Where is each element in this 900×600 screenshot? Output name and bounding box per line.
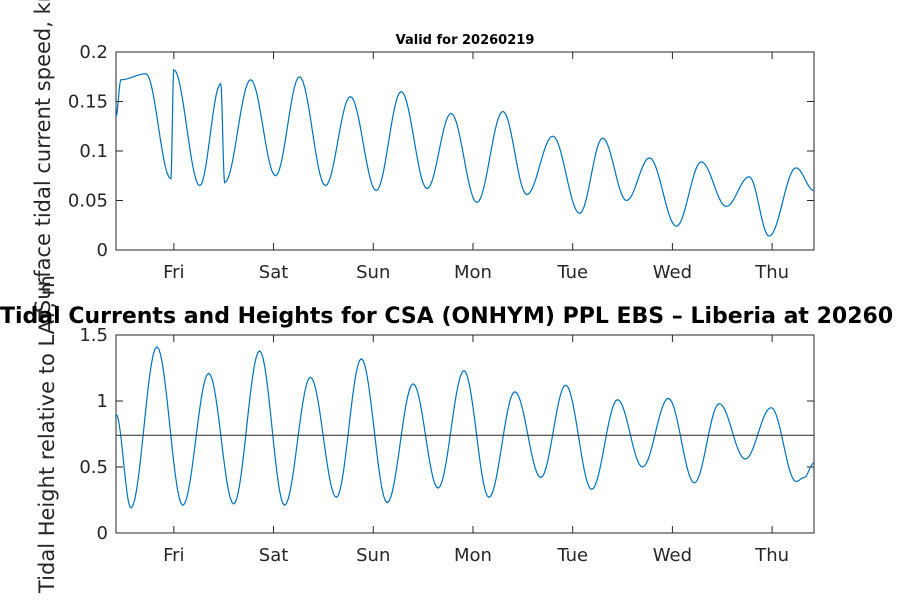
current-speed-series-current-speed	[115, 68, 815, 237]
tidal-height-ytick-label: 0	[97, 523, 108, 544]
current-speed-xtick-label: Thu	[754, 262, 789, 283]
tidal-height-xtick-label: Fri	[163, 545, 184, 566]
current-speed-ytick-label: 0.05	[68, 191, 108, 212]
tidal-height-ytick-label: 0.5	[79, 457, 108, 478]
tidal-height-xtick-label: Wed	[653, 545, 692, 566]
tidal-height-series-tidal-height	[115, 345, 815, 509]
current-speed-xtick-label: Fri	[163, 262, 184, 283]
current-speed-xtick-label: Mon	[454, 262, 492, 283]
current-speed-xtick-label: Wed	[653, 262, 692, 283]
current-speed-ytick-label: 0.15	[68, 92, 108, 113]
tidal-height-ylabel: Tidal Height relative to LAT, m	[35, 275, 59, 594]
tidal-height-ytick-label: 1	[97, 391, 108, 412]
current-speed-panel: Valid for 20260219 Surface tidal current…	[31, 0, 815, 313]
current-speed-ytick-label: 0.2	[79, 42, 108, 63]
tidal-height-xtick-label: Tue	[556, 545, 588, 566]
tidal-height-xtick-label: Mon	[454, 545, 492, 566]
current-speed-ylabel: Surface tidal current speed, kn	[31, 0, 55, 313]
tidal-height-axes-box	[115, 334, 815, 534]
figure-title: Tidal Currents and Heights for CSA (ONHY…	[0, 304, 893, 329]
current-speed-xtick-label: Tue	[556, 262, 588, 283]
current-speed-xtick-label: Sun	[356, 262, 390, 283]
tidal-height-panel: Tidal Height relative to LAT, m 0 0.5 1 1.5…	[35, 275, 815, 594]
current-speed-ytick-label: 0	[97, 240, 108, 261]
current-speed-ytick-label: 0.1	[79, 141, 108, 162]
tidal-height-xtick-label: Sun	[356, 545, 390, 566]
tidal-height-xtick-label: Sat	[259, 545, 289, 566]
tidal-height-xtick-label: Thu	[754, 545, 789, 566]
current-speed-xtick-label: Sat	[259, 262, 289, 283]
current-speed-axes-box	[115, 51, 815, 251]
current-speed-title: Valid for 20260219	[396, 33, 535, 48]
tidal-height-ytick-label: 1.5	[79, 325, 108, 346]
